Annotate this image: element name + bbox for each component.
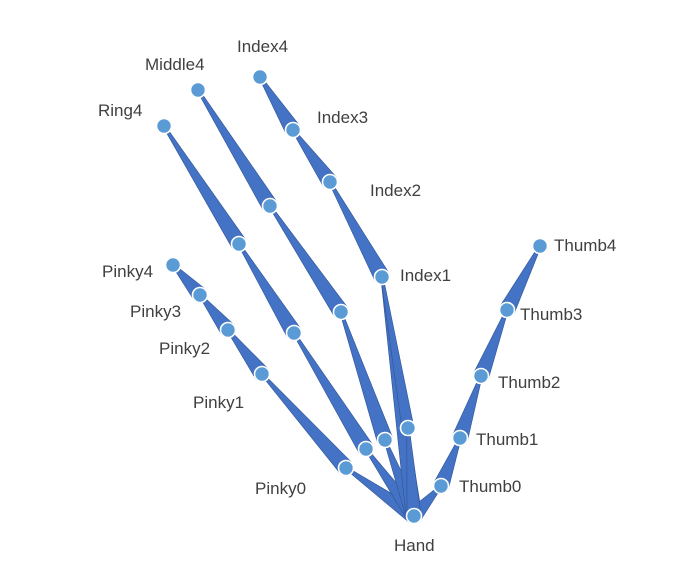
bone-pinky0-pinky1 [260, 372, 353, 474]
label-index4: Index4 [237, 37, 288, 56]
label-ring4: Ring4 [98, 101, 142, 120]
label-middle4: Middle4 [145, 55, 205, 74]
label-layer: Hand Pinky0 Pinky1 Pinky2 Pinky3 Pinky4 … [98, 37, 616, 555]
label-pinky2: Pinky2 [159, 339, 210, 358]
joint-pinky0 [337, 459, 355, 477]
joint-layer [155, 68, 549, 525]
joint-ring2 [285, 324, 303, 342]
joint-index3 [284, 121, 302, 139]
label-thumb4: Thumb4 [554, 236, 616, 255]
joint-thumb4 [531, 237, 549, 255]
label-pinky3: Pinky3 [130, 302, 181, 321]
label-thumb3: Thumb3 [520, 305, 582, 324]
joint-ring1 [357, 440, 375, 458]
joint-middle4 [189, 81, 207, 99]
bone-layer [162, 75, 542, 523]
label-index2: Index2 [370, 181, 421, 200]
joint-ring4 [155, 117, 173, 135]
joint-pinky2 [219, 321, 237, 339]
label-thumb1: Thumb1 [476, 430, 538, 449]
label-thumb0: Thumb0 [459, 477, 521, 496]
joint-index2 [321, 173, 339, 191]
bone-hand-index0 [406, 427, 422, 517]
joint-middle1 [376, 431, 394, 449]
joint-thumb2 [472, 367, 490, 385]
joint-ring3 [230, 235, 248, 253]
label-index3: Index3 [317, 108, 368, 127]
bone-ring2-ring3 [237, 242, 302, 338]
label-pinky1: Pinky1 [193, 393, 244, 412]
joint-hand [405, 507, 423, 525]
joint-pinky3 [191, 286, 209, 304]
joint-pinky1 [253, 365, 271, 383]
joint-middle3 [261, 197, 279, 215]
joint-index4 [251, 68, 269, 86]
label-index1: Index1 [400, 266, 451, 285]
joint-thumb0 [432, 477, 450, 495]
label-pinky0: Pinky0 [255, 479, 306, 498]
label-pinky4: Pinky4 [102, 262, 153, 281]
joint-index1 [373, 268, 391, 286]
joint-pinky4 [164, 256, 182, 274]
label-thumb2: Thumb2 [498, 373, 560, 392]
bone-ring1-ring2 [292, 331, 374, 454]
joint-thumb3 [498, 301, 516, 319]
label-hand: Hand [394, 536, 435, 555]
joint-middle2 [332, 303, 350, 321]
bone-middle2-middle3 [268, 204, 349, 317]
joint-thumb1 [451, 429, 469, 447]
joint-index0 [399, 419, 417, 437]
